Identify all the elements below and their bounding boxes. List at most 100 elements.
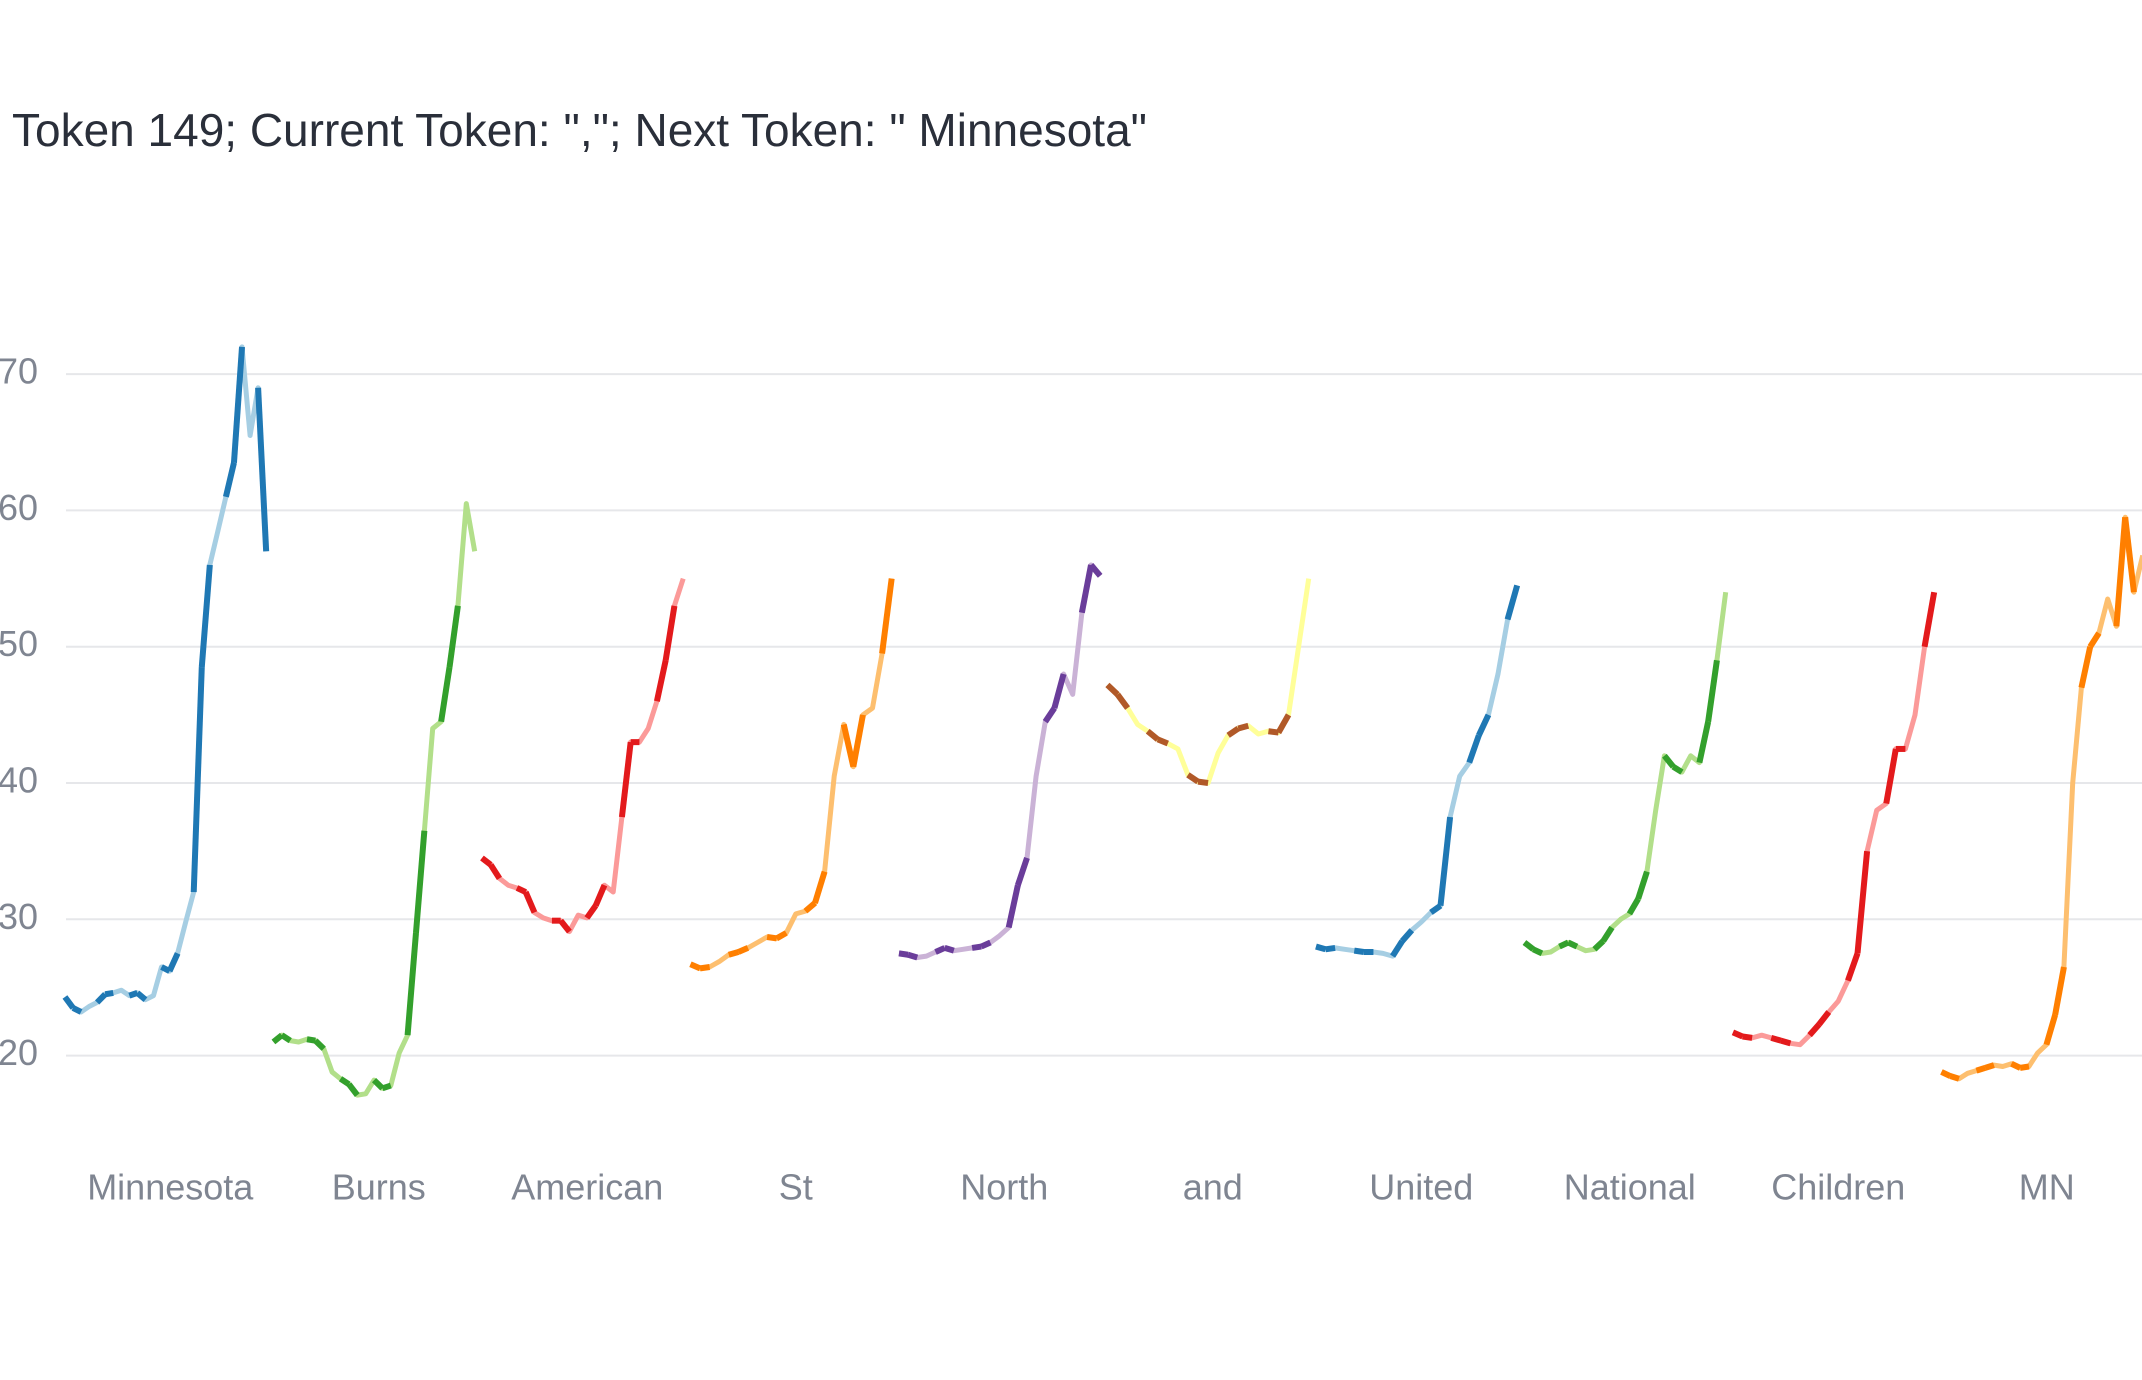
line-segment <box>198 564 213 668</box>
line-segment <box>689 961 702 972</box>
line-segment <box>775 930 788 941</box>
series-line <box>689 578 895 971</box>
x-tick-label: St <box>779 1167 813 1208</box>
line-segment <box>1816 1010 1832 1027</box>
line-segment <box>1940 1069 1952 1079</box>
line-segment <box>1390 939 1405 958</box>
line-segment <box>1696 721 1712 764</box>
x-tick-label: Burns <box>332 1167 426 1208</box>
y-tick-label: 40 <box>0 760 38 801</box>
line-segment <box>907 951 919 961</box>
line-segment <box>1921 591 1938 648</box>
line-segment <box>2019 1063 2030 1071</box>
line-segment <box>2052 966 2067 1016</box>
line-segment <box>1558 939 1570 950</box>
line-segment <box>980 939 992 950</box>
line-segment <box>522 890 538 914</box>
line-segment <box>371 1077 385 1091</box>
line-segment <box>2043 1013 2059 1046</box>
line-segment <box>1883 748 1899 804</box>
y-tick-label: 20 <box>0 1032 38 1073</box>
x-tick-label: United <box>1369 1167 1473 1208</box>
line-segment <box>412 830 428 934</box>
line-segment <box>1315 943 1327 953</box>
line-segment <box>812 870 828 904</box>
line-segment <box>1268 728 1279 736</box>
series-line <box>1940 514 2142 1082</box>
line-segment <box>255 387 270 552</box>
line-segment <box>1780 1037 1792 1047</box>
line-segment <box>446 605 461 668</box>
line-segment <box>1186 772 1200 785</box>
line-segment <box>1807 1022 1822 1038</box>
line-segment <box>2078 646 2094 689</box>
line-segment <box>2087 631 2102 649</box>
line-segment <box>62 995 76 1010</box>
line-segment <box>727 949 740 958</box>
line-segment <box>95 992 108 1005</box>
series-line <box>271 501 478 1098</box>
line-segment <box>1671 764 1684 775</box>
line-segment <box>280 1032 292 1044</box>
line-segment <box>338 1076 351 1087</box>
line-segment <box>1015 857 1030 887</box>
line-segment <box>699 964 711 972</box>
line-segment <box>488 863 502 881</box>
line-segment <box>1592 938 1606 952</box>
line-segment <box>1429 903 1443 915</box>
line-segment <box>662 605 678 661</box>
line-segment <box>1975 1064 1987 1074</box>
line-segment <box>1237 722 1250 732</box>
line-segment <box>1626 897 1641 916</box>
x-tick-label: Minnesota <box>87 1167 254 1208</box>
line-segment <box>381 1082 392 1092</box>
line-segment <box>1731 1029 1744 1040</box>
line-segment <box>592 884 608 907</box>
y-tick-label: 60 <box>0 487 38 528</box>
y-tick-label: 50 <box>0 623 38 664</box>
line-segment <box>1051 673 1067 709</box>
line-segment <box>1531 946 1544 957</box>
line-segment <box>1145 728 1160 742</box>
line-segment <box>313 1038 326 1051</box>
line-segment <box>803 900 817 914</box>
line-segment <box>1742 1033 1753 1041</box>
line-segment <box>1275 713 1292 735</box>
line-segment <box>271 1032 284 1045</box>
line-segment <box>1845 952 1861 982</box>
line-segment <box>558 918 572 934</box>
line-segment <box>230 346 246 463</box>
line-segment <box>737 945 750 955</box>
line-segment <box>128 990 139 999</box>
line-segment <box>480 855 493 868</box>
line-segment <box>618 741 634 818</box>
series-line <box>1105 578 1312 786</box>
line-segment <box>1088 563 1103 578</box>
line-segment <box>1566 939 1579 950</box>
series-line <box>1522 591 1729 956</box>
line-segment <box>438 666 453 723</box>
line-segment <box>1600 925 1615 943</box>
line-segment <box>766 934 778 942</box>
chart-title: Token 149; Current Token: ","; Next Toke… <box>12 104 1147 156</box>
line-segment <box>222 462 237 498</box>
line-segment <box>1522 940 1536 952</box>
series-line <box>1732 591 1937 1048</box>
line-segment <box>879 578 895 654</box>
x-tick-label: MN <box>2019 1167 2075 1208</box>
series-line <box>480 577 686 935</box>
y-tick-label: 70 <box>0 351 38 392</box>
line-segment <box>166 952 181 973</box>
line-segment <box>1226 726 1240 738</box>
x-tick-label: North <box>960 1167 1048 1208</box>
x-tick-label: Children <box>1771 1167 1905 1208</box>
line-segment <box>135 990 148 1003</box>
line-segment <box>404 932 419 1036</box>
line-segment <box>1635 870 1650 900</box>
line-segment <box>190 667 205 893</box>
line-segment <box>1984 1062 1995 1071</box>
x-tick-label: American <box>511 1167 663 1208</box>
line-segment <box>1156 736 1169 747</box>
line-segment <box>971 943 982 951</box>
